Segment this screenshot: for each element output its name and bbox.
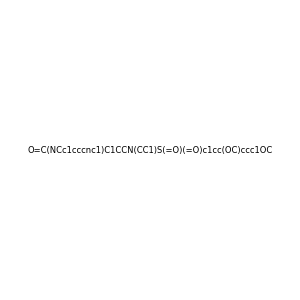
Text: O=C(NCc1cccnc1)C1CCN(CC1)S(=O)(=O)c1cc(OC)ccc1OC: O=C(NCc1cccnc1)C1CCN(CC1)S(=O)(=O)c1cc(O… <box>27 146 273 154</box>
